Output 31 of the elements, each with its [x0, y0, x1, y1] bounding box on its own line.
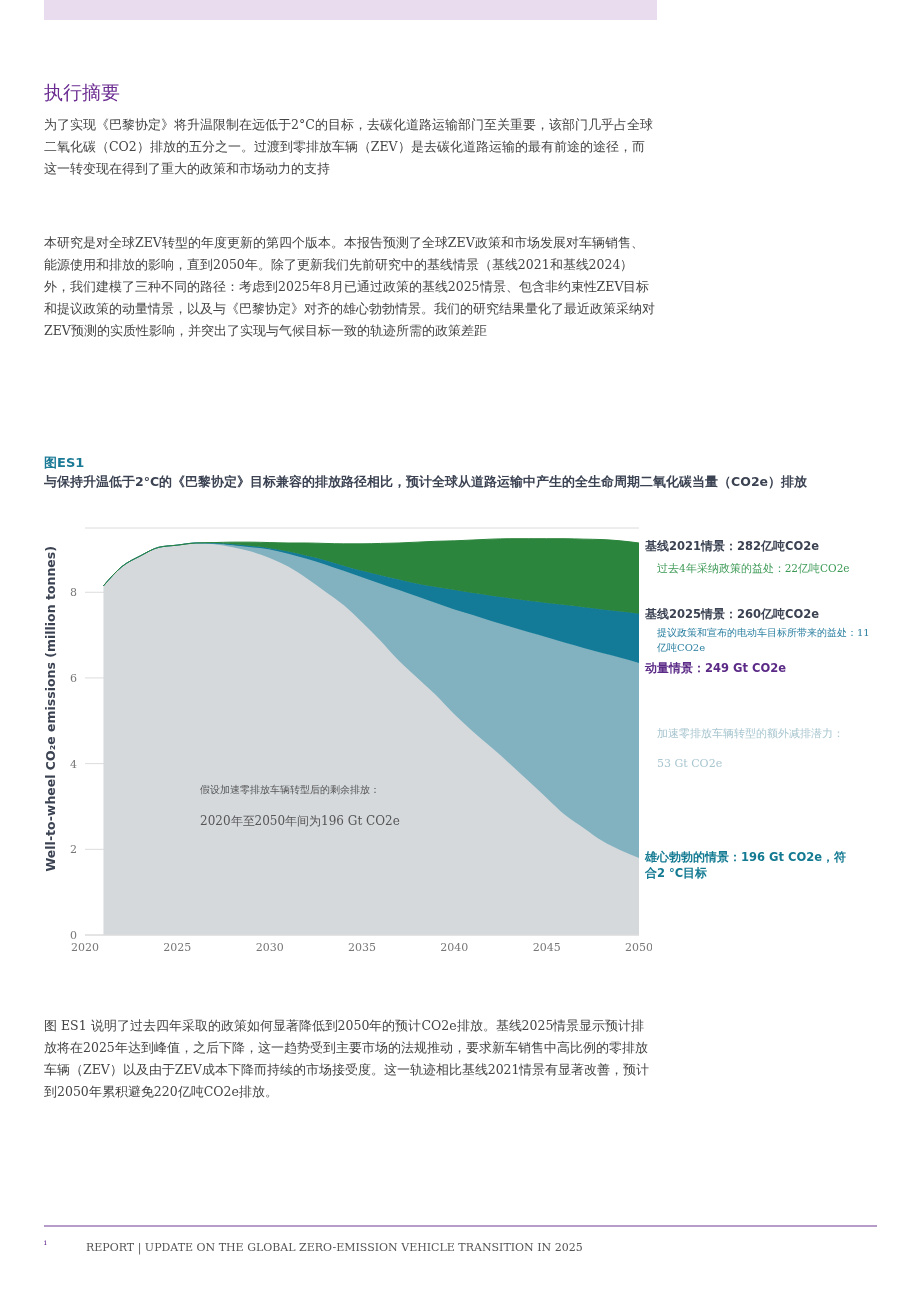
text: 雄心勃勃的情景：196 Gt CO2e，符合2 °C目标	[645, 849, 847, 881]
annotation: 2020年至2050年间为196 Gt CO2e	[200, 813, 401, 830]
annotation: 假设加速零排放车辆转型后的剩余排放：	[200, 783, 381, 797]
text: 53 Gt CO2e	[657, 757, 724, 770]
y-tick-label: 0	[70, 928, 77, 942]
text: 图 ES1 说明了过去四年采取的政策如何显著降低到2050年的预计CO2e排放。基线2025情景显示预计排放将在2025年达到峰值，之后下降，这一趋势受到主要市场的法规推动，要求新车销售中高比例的零排放车辆（ZEV）以及由于ZEV成本下降而持续的市场接受度。这一轨迹相比基线2021情景有显著改善，预计到2050年累积避免220亿吨CO2e排放。	[44, 1017, 651, 1101]
text: REPORT | UPDATE ON THE GLOBAL ZERO-EMISSION VEHICLE TRANSITION IN 2025	[86, 1241, 584, 1254]
text: 为了实现《巴黎协定》将升温限制在远低于2°C的目标，去碳化道路运输部门至关重要，该部门几乎占全球二氧化碳（CO2）排放的五分之一。过渡到零排放车辆（ZEV）是去碳化道路运输的最有前途的途径，而这一转变现在得到了重大的政策和市场动力的支持	[44, 116, 654, 178]
text: 基线2021情景：282亿吨CO2e	[645, 538, 821, 554]
text: 加速零排放车辆转型的额外减排潜力：	[657, 727, 845, 741]
x-tick-label: 2025	[163, 940, 192, 954]
text: 本研究是对全球ZEV转型的年度更新的第四个版本。本报告预测了全球ZEV政策和市场发展对车辆销售、能源使用和排放的影响，直到2050年。除了更新我们先前研究中的基线情景（基线2021和基线2024）外，我们建模了三种不同的路径：考虑到2025年8月已通过政策的基线2025情景、包含非约束性ZEV目标和提议政策的动量情景，以及与《巴黎协定》对齐的雄心勃勃情景。我们的研究结果量化了最近政策采纳对ZEV预测的实质性影响，并突出了实现与气候目标一致的轨迹所需的政策差距	[44, 234, 656, 340]
y-tick-label: 6	[70, 671, 77, 685]
y-tick-label: 4	[70, 757, 77, 771]
x-tick-label: 2035	[348, 940, 376, 954]
chart-subtitle: 与保持升温低于2°C的《巴黎协定》目标兼容的排放路径相比，预计全球从道路运输中产生的全生命周期二氧化碳当量（CO2e）排放	[44, 474, 809, 491]
text: 基线2025情景：260亿吨CO2e	[645, 606, 821, 622]
x-tick-label: 2050	[625, 940, 653, 954]
y-tick-label: 2	[70, 843, 77, 857]
text: 动量情景：249 Gt CO2e	[645, 660, 787, 676]
text: 提议政策和宣布的电动车目标所带来的益处：11亿吨CO2e	[657, 626, 871, 655]
text: 过去4年采纳政策的益处：22亿吨CO2e	[657, 562, 851, 576]
chart-title: 图ES1	[44, 454, 85, 472]
x-tick-label: 2020	[71, 940, 99, 954]
x-tick-label: 2040	[440, 940, 469, 954]
x-tick-label: 2045	[532, 940, 561, 954]
x-tick-label: 2030	[255, 940, 284, 954]
y-axis-title: Well-to-wheel CO₂e emissions (million tonnes)	[43, 546, 59, 872]
text: 执行摘要	[44, 80, 121, 105]
text: i	[44, 1238, 48, 1247]
y-tick-label: 8	[70, 586, 77, 600]
